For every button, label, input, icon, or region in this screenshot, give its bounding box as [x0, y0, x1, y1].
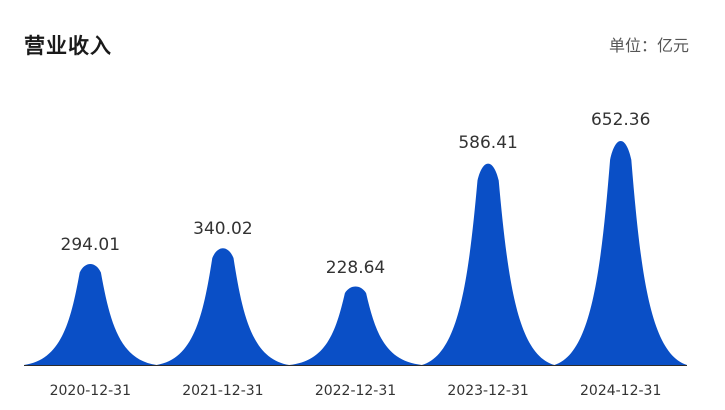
x-tick-label: 2022-12-31	[315, 383, 396, 399]
peak-2020-12-31	[24, 264, 157, 365]
value-label: 228.64	[326, 258, 385, 278]
peak-2022-12-31	[289, 286, 422, 365]
x-tick-label: 2020-12-31	[50, 383, 131, 399]
value-label: 652.36	[591, 110, 650, 130]
value-label: 294.01	[61, 235, 120, 255]
labels-layer: 294.01 2020-12-31 340.02 2021-12-31 228.64 20…	[50, 110, 662, 399]
peak-2021-12-31	[156, 248, 290, 365]
x-tick-label: 2024-12-31	[580, 383, 661, 399]
peaks-layer	[24, 140, 687, 365]
value-label: 586.41	[458, 133, 517, 153]
unit-label: 单位：亿元	[608, 36, 689, 55]
peak-2024-12-31	[554, 140, 687, 365]
x-tick-label: 2023-12-31	[447, 383, 528, 399]
peak-2023-12-31	[421, 163, 555, 365]
x-tick-label: 2021-12-31	[182, 383, 263, 399]
chart-title: 营业收入	[24, 34, 112, 58]
value-label: 340.02	[193, 219, 252, 239]
